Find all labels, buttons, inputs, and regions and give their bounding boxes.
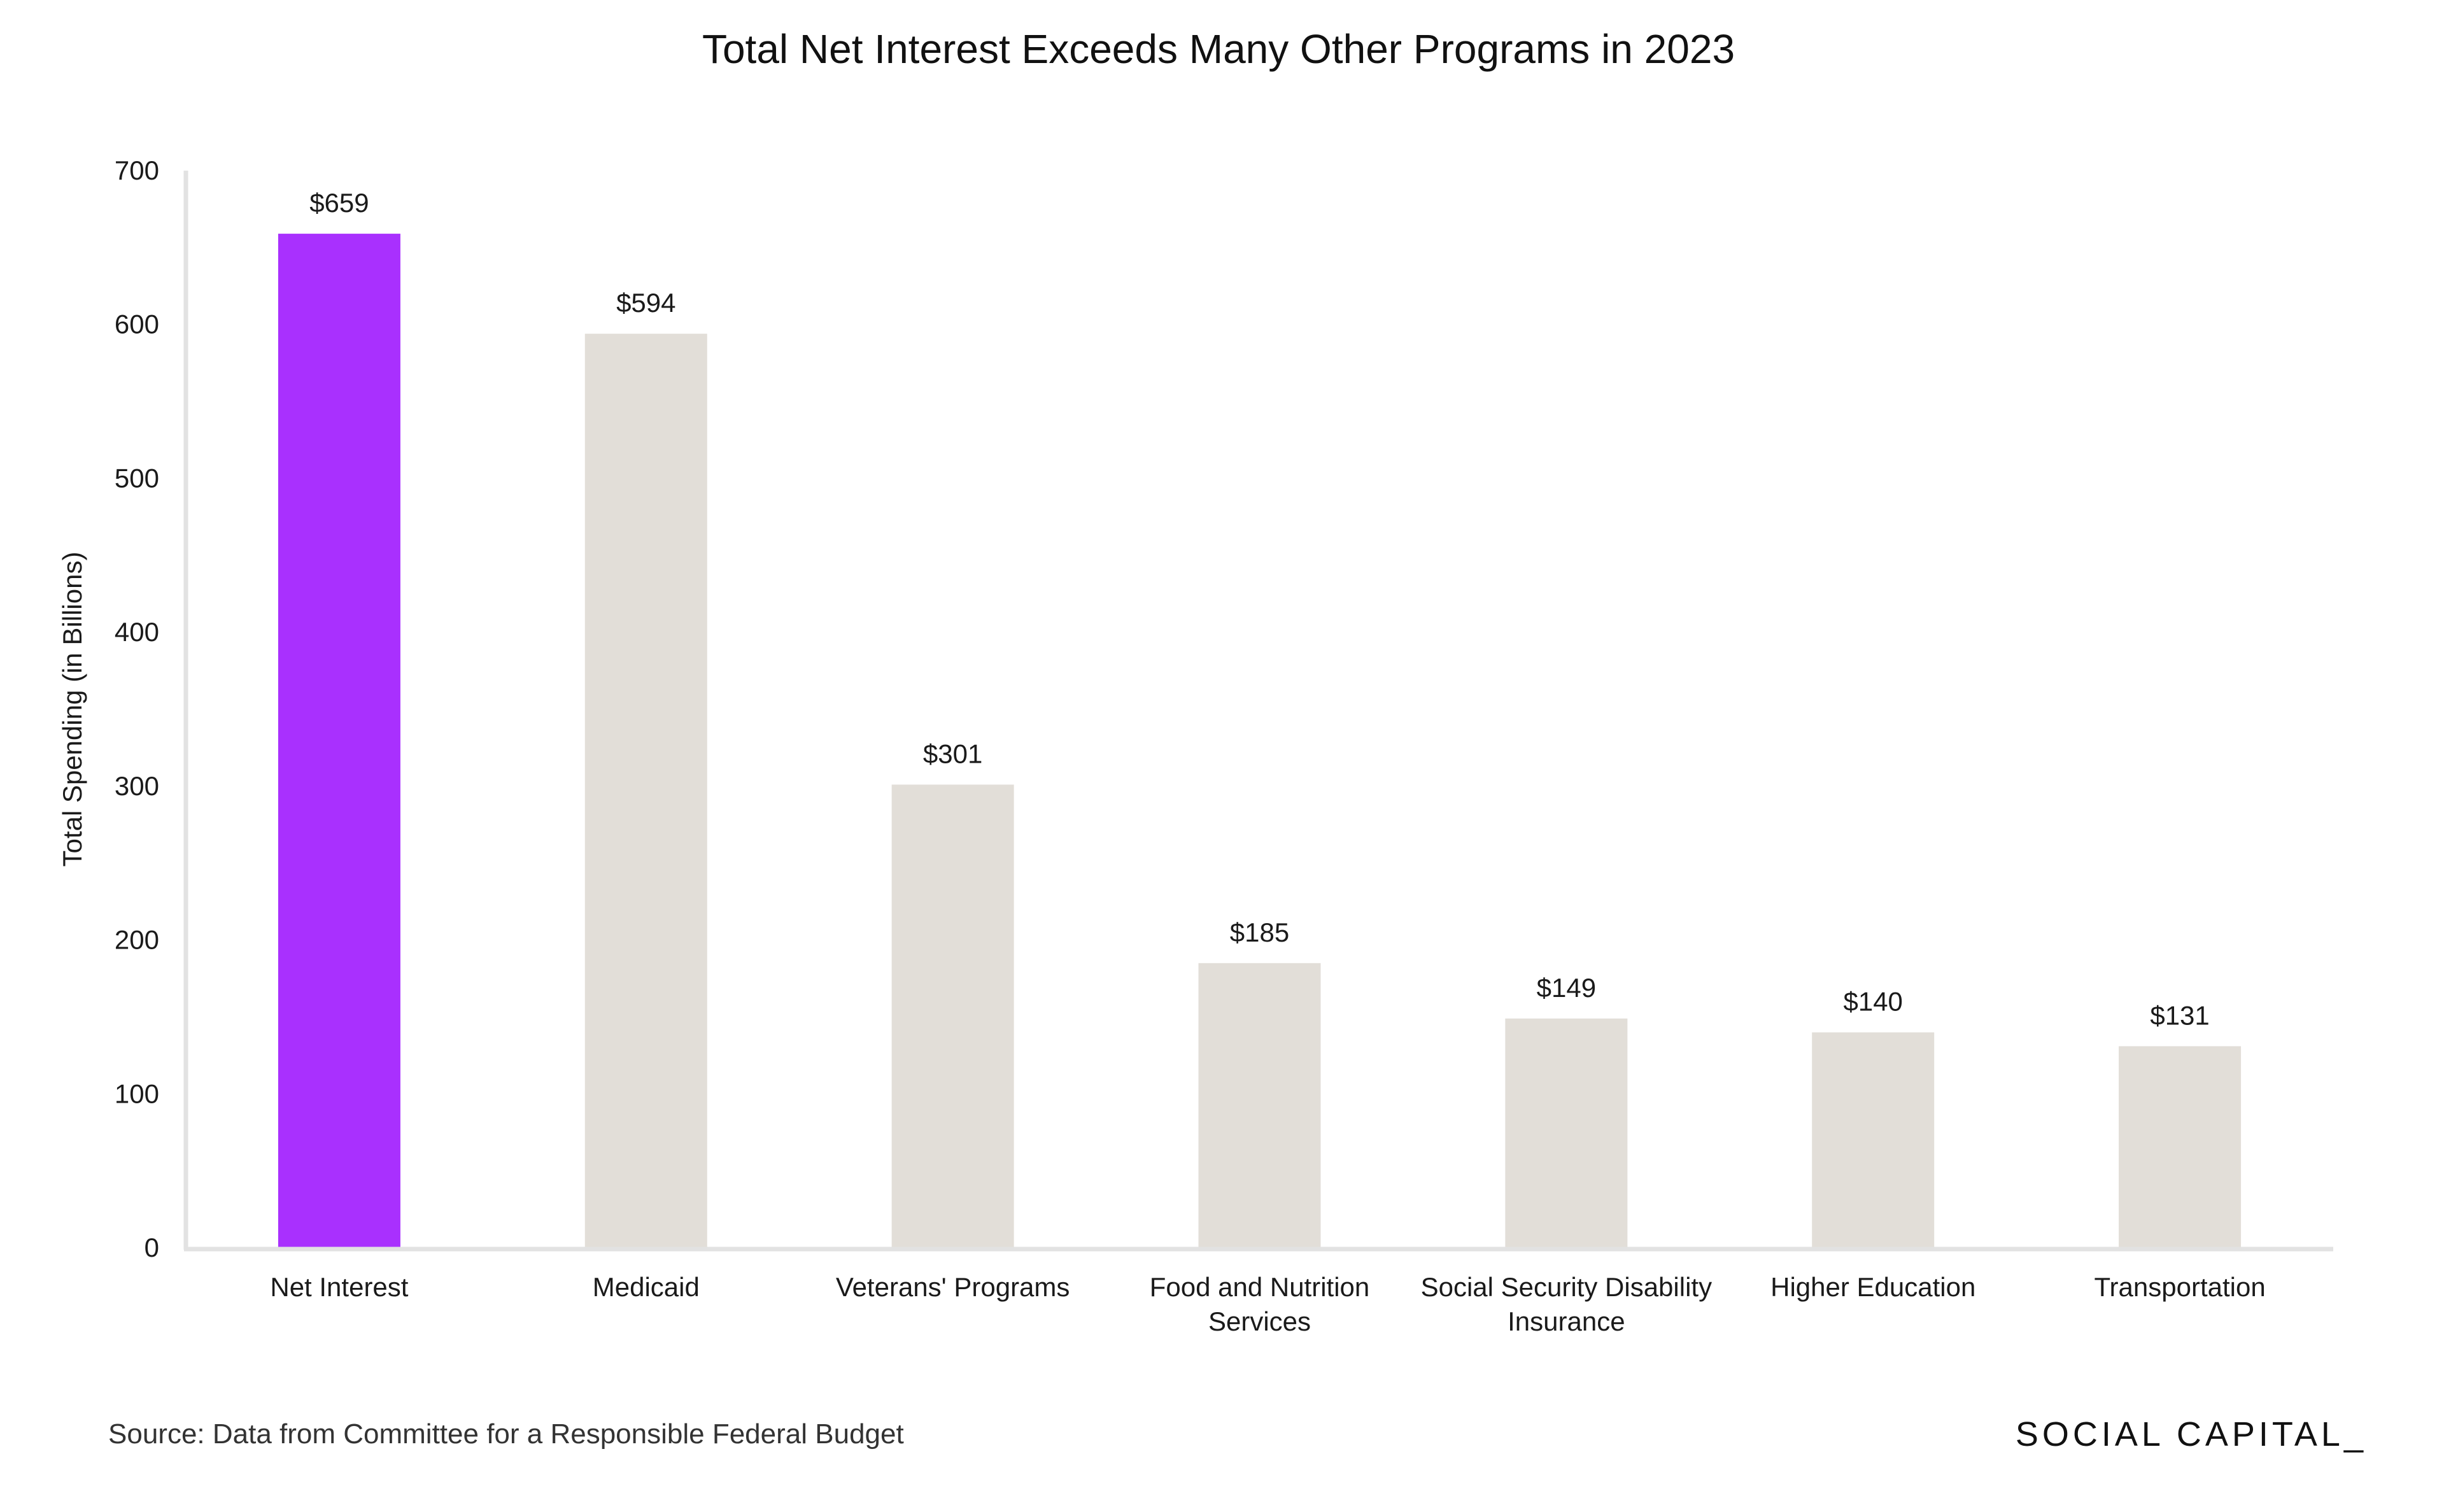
- y-tick-label: 500: [115, 463, 159, 493]
- y-tick-label: 300: [115, 771, 159, 801]
- bar-data-label: $149: [1537, 973, 1596, 1003]
- chart-title: Total Net Interest Exceeds Many Other Pr…: [702, 26, 1735, 72]
- x-tick-label-line: Medicaid: [593, 1272, 700, 1302]
- x-tick-label-line: Veterans' Programs: [836, 1272, 1070, 1302]
- x-tick-label: Social Security Disability Insurance: [1421, 1272, 1713, 1336]
- x-tick-label: Higher Education: [1770, 1272, 1975, 1302]
- y-axis-label-group: Total Spending (in Billions): [57, 552, 87, 867]
- x-tick-label-line: Food and Nutrition: [1150, 1272, 1370, 1302]
- bar-data-label: $301: [923, 738, 982, 768]
- bars: [278, 234, 2242, 1248]
- x-tick-label: Food and Nutrition Services: [1150, 1272, 1370, 1336]
- x-tick-label-line: Insurance: [1508, 1306, 1625, 1336]
- y-axis-label: Total Spending (in Billions): [57, 552, 87, 867]
- x-tick-label: Net Interest: [270, 1272, 408, 1302]
- x-tick-label-line: Social Security Disability: [1421, 1272, 1713, 1302]
- bar: [584, 334, 707, 1248]
- bar-data-label: $140: [1843, 987, 1902, 1017]
- bar-data-label: $594: [616, 288, 675, 318]
- bar: [1198, 963, 1321, 1248]
- y-tick-label: 700: [115, 155, 159, 185]
- x-tick-label: Medicaid: [593, 1272, 700, 1302]
- bar-data-label: $131: [2150, 1000, 2209, 1030]
- x-tick-label-line: Services: [1208, 1306, 1311, 1336]
- x-tick-label: Veterans' Programs: [836, 1272, 1070, 1302]
- bar: [1812, 1032, 1935, 1248]
- y-tick-label: 100: [115, 1078, 159, 1108]
- x-tick-label-line: Higher Education: [1770, 1272, 1975, 1302]
- bar: [1505, 1018, 1628, 1248]
- y-axis-ticks: 0 100 200 300 400 500 600 700: [115, 155, 159, 1262]
- bar-data-label: $659: [309, 188, 369, 218]
- x-tick-label-line: Net Interest: [270, 1272, 408, 1302]
- bar-data-label: $185: [1230, 917, 1289, 947]
- bar-data-labels: $659 $594 $301 $185 $149 $140 $131: [309, 188, 2210, 1030]
- y-tick-label: 0: [145, 1233, 159, 1262]
- bar: [278, 234, 400, 1248]
- x-tick-label-line: Transportation: [2094, 1272, 2265, 1302]
- bar: [2119, 1046, 2242, 1248]
- y-tick-label: 400: [115, 617, 159, 647]
- x-axis-ticks: Net Interest Medicaid Veterans' Programs Fo…: [270, 1272, 2265, 1336]
- y-tick-label: 600: [115, 309, 159, 339]
- x-tick-label: Transportation: [2094, 1272, 2265, 1302]
- source-note: Source: Data from Committee for a Respon…: [108, 1418, 904, 1450]
- bar: [891, 784, 1014, 1248]
- y-tick-label: 200: [115, 925, 159, 955]
- axes: [183, 171, 2333, 1252]
- brand-logo: SOCIAL CAPITAL_: [2015, 1415, 2367, 1453]
